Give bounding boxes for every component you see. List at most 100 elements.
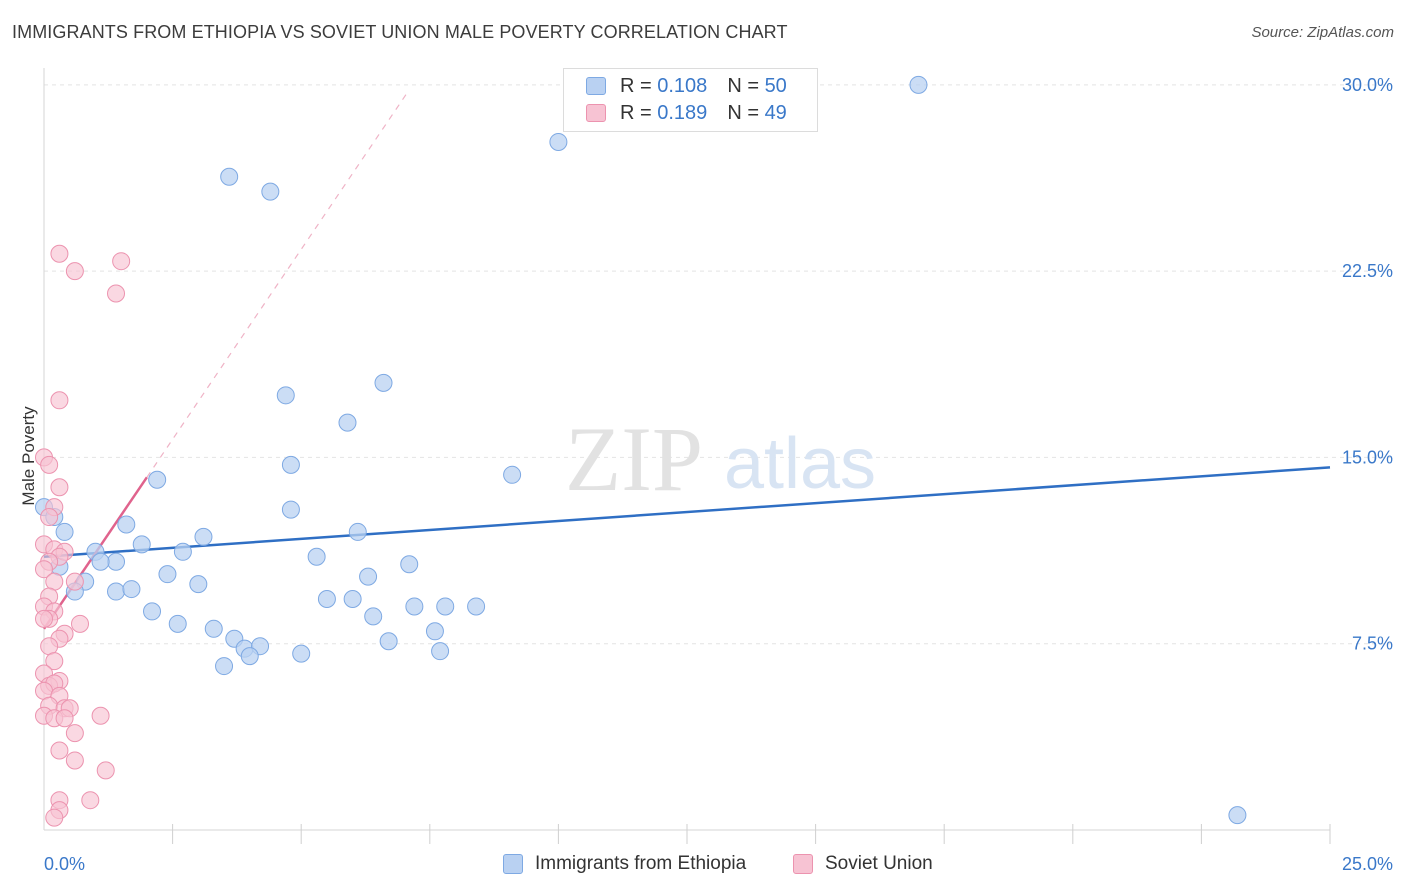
- data-point-ethiopia: [168, 614, 187, 633]
- data-point-soviet: [65, 751, 84, 770]
- trend-line-ethiopia: [43, 466, 1331, 559]
- data-point-ethiopia: [549, 132, 568, 151]
- data-point-soviet: [50, 244, 69, 263]
- data-point-ethiopia: [425, 622, 444, 641]
- data-point-ethiopia: [379, 632, 398, 651]
- data-point-soviet: [35, 560, 53, 579]
- series-legend-ethiopia: Immigrants from Ethiopia: [503, 851, 746, 877]
- data-point-ethiopia: [158, 565, 177, 584]
- data-point-ethiopia: [343, 590, 362, 608]
- y-tick-label: 7.5%: [1352, 634, 1393, 654]
- data-point-ethiopia: [503, 465, 522, 484]
- data-point-ethiopia: [91, 552, 110, 571]
- data-point-soviet: [81, 791, 100, 810]
- y-tick-label: 22.5%: [1342, 261, 1393, 281]
- data-point-ethiopia: [220, 167, 239, 186]
- series-swatch-soviet: [793, 854, 813, 874]
- trend-extension-soviet: [146, 89, 410, 478]
- data-point-ethiopia: [276, 386, 295, 405]
- data-point-ethiopia: [909, 75, 928, 94]
- data-point-soviet: [50, 741, 69, 760]
- data-point-ethiopia: [107, 582, 126, 601]
- data-point-ethiopia: [261, 182, 280, 201]
- data-point-ethiopia: [204, 619, 223, 638]
- data-point-ethiopia: [338, 413, 357, 432]
- data-point-ethiopia: [364, 607, 383, 626]
- legend-n-value: 49: [764, 101, 787, 124]
- data-point-ethiopia: [431, 642, 450, 661]
- chart-title: IMMIGRANTS FROM ETHIOPIA VS SOVIET UNION…: [12, 22, 788, 42]
- legend-n-label: N =: [727, 74, 759, 97]
- data-point-ethiopia: [117, 515, 136, 534]
- data-point-soviet: [45, 652, 64, 671]
- watermark-zip: ZIP: [565, 408, 703, 510]
- data-point-soviet: [40, 508, 59, 527]
- data-point-soviet: [50, 478, 69, 497]
- data-point-ethiopia: [1228, 806, 1247, 825]
- data-point-soviet: [107, 284, 126, 303]
- legend-r-label: R =: [620, 74, 652, 97]
- series-name-soviet: Soviet Union: [825, 853, 933, 874]
- trend-lines: [42, 89, 1331, 630]
- data-point-ethiopia: [436, 597, 455, 616]
- data-point-ethiopia: [317, 590, 336, 608]
- data-point-ethiopia: [359, 567, 378, 586]
- series-ethiopia-points: [35, 75, 1247, 825]
- data-point-ethiopia: [189, 575, 208, 594]
- data-point-ethiopia: [215, 657, 234, 676]
- legend-n-value: 50: [764, 74, 787, 97]
- data-point-soviet: [96, 761, 115, 780]
- data-point-ethiopia: [143, 602, 162, 621]
- legend-r-value: 0.108: [657, 74, 708, 97]
- tick-labels: 7.5% 15.0% 22.5% 30.0% 0.0% 25.0%: [44, 75, 1393, 874]
- data-point-soviet: [45, 808, 64, 827]
- data-point-soviet: [40, 455, 59, 474]
- data-point-ethiopia: [240, 647, 259, 666]
- data-point-soviet: [50, 391, 69, 410]
- data-point-soviet: [65, 572, 84, 591]
- data-point-ethiopia: [132, 535, 151, 554]
- data-point-ethiopia: [348, 522, 367, 541]
- grid-lines: [44, 84, 1392, 645]
- data-point-ethiopia: [122, 580, 141, 599]
- data-point-ethiopia: [194, 527, 213, 546]
- legend-swatch-ethiopia: [586, 77, 606, 95]
- legend-row-ethiopia: R = 0.108 N = 50: [586, 73, 787, 99]
- y-tick-label: 15.0%: [1342, 447, 1393, 467]
- data-point-soviet: [65, 724, 84, 743]
- data-point-ethiopia: [405, 597, 424, 616]
- series-name-ethiopia: Immigrants from Ethiopia: [535, 853, 747, 874]
- data-point-soviet: [55, 709, 74, 728]
- data-point-soviet: [35, 609, 53, 628]
- x-tick-label: 25.0%: [1342, 854, 1393, 874]
- series-soviet-points: [35, 244, 131, 827]
- data-point-ethiopia: [55, 522, 74, 541]
- y-axis-label: Male Poverty: [19, 406, 38, 506]
- data-point-ethiopia: [107, 552, 126, 571]
- data-point-ethiopia: [281, 500, 300, 519]
- data-point-soviet: [91, 706, 110, 725]
- correlation-legend: R = 0.108 N = 50 R = 0.189 N = 49: [563, 68, 818, 132]
- legend-n-label: N =: [727, 101, 759, 124]
- x-tick-label: 0.0%: [44, 854, 85, 874]
- watermark: ZIP atlas: [565, 408, 876, 510]
- data-point-ethiopia: [281, 455, 300, 474]
- legend-r-label: R =: [620, 101, 652, 124]
- data-point-ethiopia: [292, 644, 311, 663]
- y-tick-label: 30.0%: [1342, 75, 1393, 95]
- data-point-ethiopia: [400, 555, 419, 574]
- data-point-soviet: [71, 614, 90, 633]
- series-swatch-ethiopia: [503, 854, 523, 874]
- data-point-ethiopia: [173, 542, 192, 561]
- source-label: Source: ZipAtlas.com: [1251, 24, 1394, 41]
- data-point-ethiopia: [374, 373, 393, 392]
- data-point-ethiopia: [148, 470, 167, 489]
- series-legend-soviet: Soviet Union: [793, 851, 933, 877]
- legend-row-soviet: R = 0.189 N = 49: [586, 100, 787, 126]
- data-point-ethiopia: [467, 597, 486, 616]
- data-point-soviet: [112, 252, 131, 271]
- data-point-ethiopia: [307, 547, 326, 566]
- legend-r-value: 0.189: [657, 101, 708, 124]
- legend-swatch-soviet: [586, 104, 606, 122]
